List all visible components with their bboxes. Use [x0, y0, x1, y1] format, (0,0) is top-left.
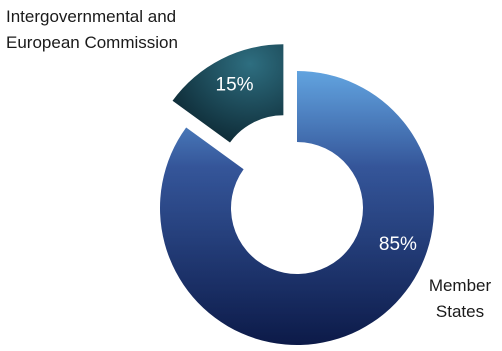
- data-label-member-states: 85%: [379, 234, 417, 255]
- category-label-intergovernmental: Intergovernmental and European Commission: [6, 7, 178, 52]
- category-label-intergovernmental-line-1: European Commission: [6, 33, 178, 52]
- category-label-member-states-line-1: States: [436, 302, 484, 321]
- slice-member-states-highlight: [160, 71, 434, 346]
- slice-intergovernmental: [172, 44, 284, 143]
- labels-layer: 15% 85% Intergovernmental and European Comm…: [6, 7, 492, 321]
- data-label-intergovernmental: 15%: [216, 75, 254, 96]
- category-label-member-states: Member States: [429, 276, 492, 321]
- category-label-member-states-line-0: Member: [429, 276, 492, 295]
- category-label-intergovernmental-line-0: Intergovernmental and: [6, 7, 176, 26]
- slices-layer: [160, 44, 434, 346]
